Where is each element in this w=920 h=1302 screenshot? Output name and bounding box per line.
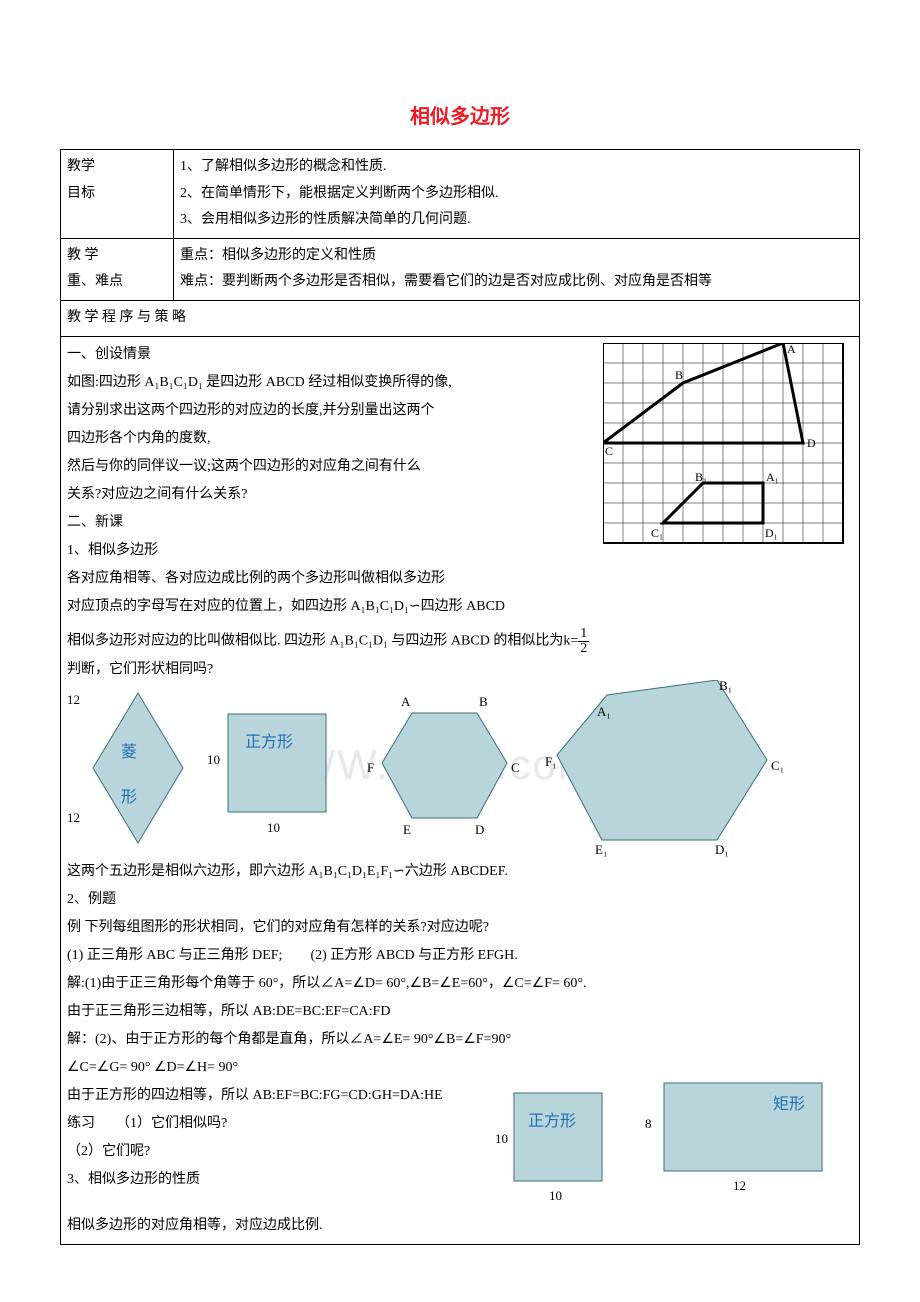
body-line: 相似多边形对应边的比叫做相似比. 四边形 A₁B₁C₁D₁ 与四边形 ABCD … bbox=[67, 627, 853, 656]
intro-line: 然后与你的同伴议一议;这两个四边形的对应角之间有什么 bbox=[67, 453, 587, 481]
intro-line: 四边形各个内角的度数, bbox=[67, 425, 587, 453]
grid-figure: A B C D A₁ B₁ C₁ D₁ bbox=[603, 343, 853, 553]
square2-v: 10 bbox=[495, 1127, 508, 1152]
hex1-F: F bbox=[367, 756, 374, 781]
body-line: 练习 （1）它们相似吗? bbox=[67, 1110, 497, 1138]
hex2-C: C₁ bbox=[771, 754, 784, 779]
hex2-A: A₁ bbox=[597, 700, 611, 725]
hexagon-1 bbox=[367, 698, 517, 838]
hex1-B: B bbox=[479, 690, 488, 715]
rect-h: 12 bbox=[733, 1174, 746, 1199]
section-header: 教 学 程 序 与 策 略 bbox=[61, 300, 860, 336]
hex2-E: E₁ bbox=[595, 838, 607, 863]
body-line: 解：(2)、由于正方形的每个角都是直角，所以∠A=∠E= 90°∠B=∠F=90… bbox=[67, 1026, 853, 1054]
keypoints-label: 教 学 重、难点 bbox=[61, 238, 174, 300]
body-line: (1) 正三角形 ABC 与正三角形 DEF; (2) 正方形 ABCD 与正方… bbox=[67, 942, 853, 970]
subheading: 2、例题 bbox=[67, 886, 853, 914]
hex1-C: C bbox=[511, 756, 520, 781]
body-line: 相似多边形的对应角相等，对应边成比例. bbox=[67, 1212, 497, 1240]
rhombus-label: 形 bbox=[121, 783, 137, 813]
square-side-v: 10 bbox=[207, 748, 220, 773]
content-cell: A B C D A₁ B₁ C₁ D₁ 一、创设情景 如图:四边形 A₁B₁C₁… bbox=[61, 336, 860, 1244]
rhombus-side-label: 12 bbox=[67, 688, 80, 713]
square2-h: 10 bbox=[549, 1184, 562, 1209]
shapes-row: WWW.ZiXin.com.Cn 12 12 菱 形 10 10 正方形 bbox=[67, 688, 853, 858]
body-line: 这两个五边形是相似六边形，即六边形 A₁B₁C₁D₁E₁F₁∽六边形 ABCDE… bbox=[67, 858, 853, 886]
intro-line: 如图:四边形 A₁B₁C₁D₁ 是四边形 ABCD 经过相似变换所得的像, bbox=[67, 369, 587, 397]
body-line: 例 下列每组图形的形状相同，它们的对应角有怎样的关系?对应边呢? bbox=[67, 914, 853, 942]
svg-text:B: B bbox=[675, 368, 683, 382]
keypoints-content: 重点：相似多边形的定义和性质 难点：要判断两个多边形是否相似，需要看它们的边是否… bbox=[174, 238, 860, 300]
square-label: 正方形 bbox=[245, 728, 293, 758]
heading-2: 二、新课 bbox=[67, 509, 587, 537]
svg-text:A: A bbox=[787, 343, 796, 356]
subheading: 1、相似多边形 bbox=[67, 537, 587, 565]
lesson-table: 教学 目标 1、了解相似多边形的概念和性质. 2、在简单情形下，能根据定义判断两… bbox=[60, 149, 860, 1245]
svg-text:D: D bbox=[807, 436, 816, 450]
hex2-F: F₁ bbox=[545, 750, 557, 775]
svg-text:C₁: C₁ bbox=[651, 526, 663, 540]
square-side-h: 10 bbox=[267, 816, 280, 841]
rect-label: 矩形 bbox=[773, 1090, 805, 1120]
svg-text:A₁: A₁ bbox=[766, 470, 779, 484]
body-line: 由于正三角形三边相等，所以 AB:DE=BC:EF=CA:FD bbox=[67, 998, 853, 1026]
rect-v: 8 bbox=[645, 1112, 652, 1137]
body-line: 各对应角相等、各对应边成比例的两个多边形叫做相似多边形 bbox=[67, 565, 587, 593]
body-line: （2）它们呢? bbox=[67, 1138, 497, 1166]
hex1-A: A bbox=[401, 690, 410, 715]
hex1-E: E bbox=[403, 818, 411, 843]
rhombus-label: 菱 bbox=[121, 738, 137, 768]
svg-text:C: C bbox=[605, 444, 613, 458]
square2-label: 正方形 bbox=[528, 1107, 576, 1137]
hex2-D: D₁ bbox=[715, 838, 729, 863]
hex2-B: B₁ bbox=[719, 674, 732, 699]
hexagon-2 bbox=[547, 680, 777, 850]
page-title: 相似多边形 bbox=[60, 100, 860, 129]
svg-text:D₁: D₁ bbox=[765, 526, 778, 540]
heading-1: 一、创设情景 bbox=[67, 341, 587, 369]
hex1-D: D bbox=[475, 818, 484, 843]
intro-line: 关系?对应边之间有什么关系? bbox=[67, 481, 587, 509]
body-line: 解:(1)由于正三角形每个角等于 60°，所以∠A=∠D= 60°,∠B=∠E=… bbox=[67, 970, 853, 998]
intro-line: 请分别求出这两个四边形的对应边的长度,并分别量出这两个 bbox=[67, 397, 587, 425]
svg-text:B₁: B₁ bbox=[695, 470, 707, 484]
rhombus-shape bbox=[83, 688, 193, 848]
body-line: 由于正方形的四边相等，所以 AB:EF=BC:FG=CD:GH=DA:HE bbox=[67, 1082, 497, 1110]
body-line: 对应顶点的字母写在对应的位置上，如四边形 A₁B₁C₁D₁∽四边形 ABCD bbox=[67, 593, 853, 621]
subheading: 3、相似多边形的性质 bbox=[67, 1166, 497, 1194]
goals-label: 教学 目标 bbox=[61, 150, 174, 239]
rhombus-side-label: 12 bbox=[67, 806, 80, 831]
goals-content: 1、了解相似多边形的概念和性质. 2、在简单情形下，能根据定义判断两个多边形相似… bbox=[174, 150, 860, 239]
